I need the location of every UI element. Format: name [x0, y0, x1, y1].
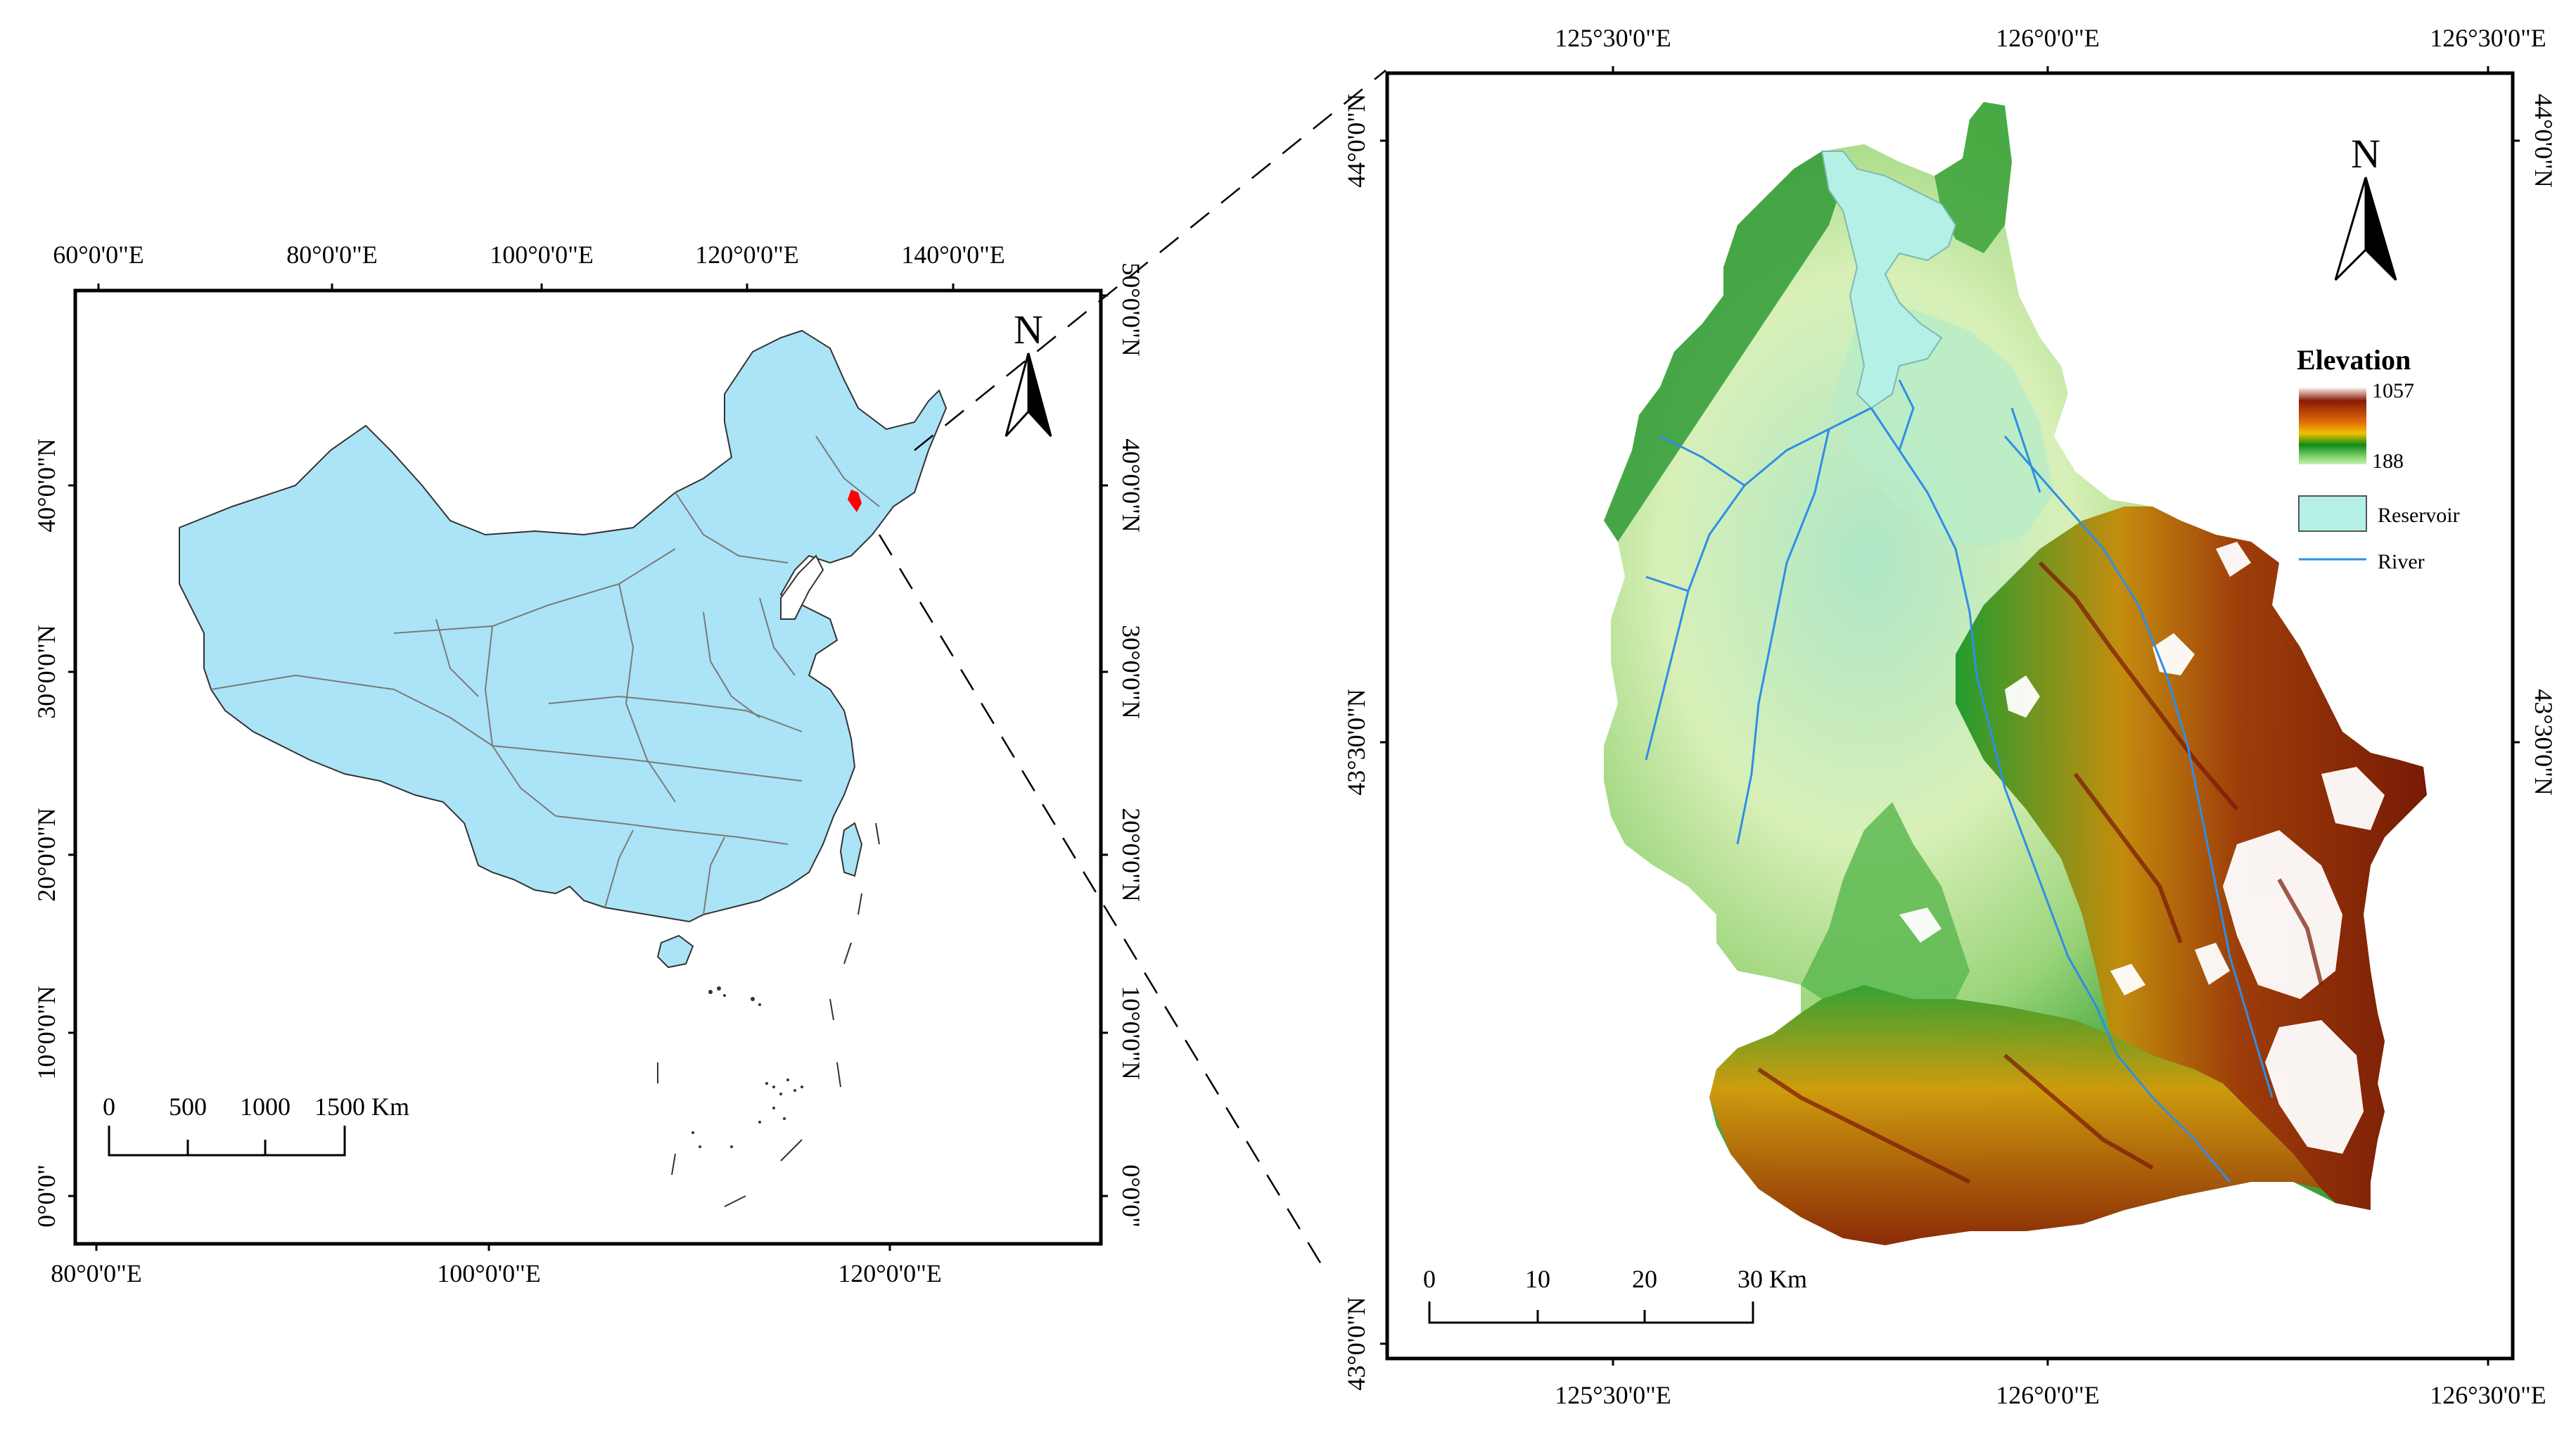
china-scale-label: 1500 Km	[314, 1093, 409, 1121]
china-bottom-ticks: 80°0'0"E 100°0'0"E 120°0'0"E	[51, 1244, 942, 1287]
watershed-scale-label: 30 Km	[1737, 1265, 1807, 1293]
watershed-left-tick-label: 43°0'0"N	[1342, 1297, 1370, 1391]
watershed-right-tick-label: 43°30'0"N	[2530, 689, 2558, 796]
china-bottom-tick-label: 100°0'0"E	[437, 1259, 541, 1287]
china-top-ticks: 60°0'0"E 80°0'0"E 100°0'0"E 120°0'0"E 14…	[53, 241, 1005, 291]
watershed-scale-bar: 0 10 20 30 Km	[1423, 1265, 1807, 1324]
china-top-tick-label: 100°0'0"E	[490, 241, 594, 269]
china-right-tick-label: 10°0'0"N	[1117, 986, 1145, 1080]
reservoir-area	[1821, 151, 1957, 409]
watershed-bottom-tick-label: 126°0'0"E	[1996, 1381, 2100, 1409]
china-right-ticks: 50°0'0"N 40°0'0"N 30°0'0"N 20°0'0"N 10°0…	[1101, 262, 1145, 1228]
watershed-scale-label: 10	[1525, 1265, 1550, 1293]
watershed-scale-label: 0	[1423, 1265, 1436, 1293]
china-bottom-tick-label: 80°0'0"E	[51, 1259, 142, 1287]
china-top-tick-label: 120°0'0"E	[695, 241, 799, 269]
china-left-ticks: 40°0'0"N 30°0'0"N 20°0'0"N 10°0'0"N 0°0'…	[32, 438, 75, 1228]
watershed-top-tick-label: 126°30'0"E	[2430, 24, 2546, 52]
watershed-north-label: N	[2351, 131, 2380, 177]
china-right-tick-label: 20°0'0"N	[1117, 808, 1145, 902]
china-left-tick-label: 40°0'0"N	[32, 438, 60, 533]
china-landmass	[179, 329, 948, 923]
watershed-bottom-tick-label: 125°30'0"E	[1555, 1381, 1671, 1409]
watershed-top-tick-label: 125°30'0"E	[1555, 24, 1671, 52]
china-top-tick-label: 140°0'0"E	[901, 241, 1005, 269]
elevation-dem	[1604, 102, 2427, 1245]
watershed-bottom-ticks: 125°30'0"E 126°0'0"E 126°30'0"E	[1555, 1359, 2546, 1409]
china-scale-bar: 0 500 1000 1500 Km	[103, 1093, 409, 1157]
watershed-map-frame	[1385, 71, 2515, 1361]
watershed-left-tick-label: 43°30'0"N	[1342, 689, 1370, 796]
china-left-tick-label: 20°0'0"N	[32, 808, 60, 902]
watershed-right-ticks: 44°0'0"N 43°30'0"N	[2513, 94, 2558, 796]
china-scale-label: 0	[103, 1093, 115, 1121]
china-left-tick-label: 10°0'0"N	[32, 986, 60, 1080]
china-top-tick-label: 80°0'0"E	[286, 241, 378, 269]
watershed-map-panel: 125°30'0"E 126°0'0"E 126°30'0"E 125°30'0…	[1342, 24, 2558, 1409]
china-right-tick-label: 40°0'0"N	[1117, 438, 1145, 533]
china-north-label: N	[1014, 307, 1043, 352]
china-scale-label: 500	[169, 1093, 207, 1121]
watershed-bottom-tick-label: 126°30'0"E	[2430, 1381, 2546, 1409]
china-bottom-tick-label: 120°0'0"E	[838, 1259, 942, 1287]
china-right-tick-label: 50°0'0"N	[1117, 262, 1145, 357]
mountain-ridges	[1757, 561, 2323, 1184]
south-sea-islands	[691, 986, 803, 1148]
legend-min-label: 188	[2372, 450, 2404, 473]
china-right-tick-label: 0°0'0"	[1117, 1164, 1145, 1228]
legend-reservoir-label: Reservoir	[2378, 504, 2460, 527]
province-boundaries	[210, 435, 880, 915]
legend-title: Elevation	[2297, 344, 2411, 376]
nine-dash-line	[657, 822, 880, 1207]
bohai-bay	[780, 554, 824, 620]
watershed-left-ticks: 44°0'0"N 43°30'0"N 43°0'0"N	[1342, 94, 1387, 1391]
watershed-north-arrow: N	[2334, 131, 2397, 281]
legend-river-label: River	[2378, 550, 2425, 573]
taiwan-island	[839, 822, 863, 877]
river-network	[1645, 379, 2274, 1183]
zoom-connector-lines	[878, 70, 1386, 1267]
china-top-tick-label: 60°0'0"E	[53, 241, 144, 269]
china-right-tick-label: 30°0'0"N	[1117, 625, 1145, 719]
legend-max-label: 1057	[2372, 379, 2414, 402]
elevation-color-ramp	[2299, 387, 2366, 464]
hainan-island	[656, 934, 694, 969]
watershed-right-tick-label: 44°0'0"N	[2530, 94, 2558, 188]
watershed-top-tick-label: 126°0'0"E	[1996, 24, 2100, 52]
china-map-frame	[73, 288, 1103, 1246]
china-scale-label: 1000	[240, 1093, 291, 1121]
china-map-panel: 60°0'0"E 80°0'0"E 100°0'0"E 120°0'0"E 14…	[32, 241, 1145, 1287]
watershed-left-tick-label: 44°0'0"N	[1342, 94, 1370, 188]
study-area-marker	[848, 490, 862, 512]
china-left-tick-label: 0°0'0"	[32, 1164, 60, 1228]
legend-reservoir-swatch	[2298, 495, 2367, 532]
china-left-tick-label: 30°0'0"N	[32, 625, 60, 719]
watershed-scale-label: 20	[1632, 1265, 1657, 1293]
watershed-top-ticks: 125°30'0"E 126°0'0"E 126°30'0"E	[1555, 24, 2546, 73]
elevation-legend: Elevation 1057 188 Reservoir River	[2297, 344, 2460, 573]
china-north-arrow: N	[1005, 307, 1052, 438]
